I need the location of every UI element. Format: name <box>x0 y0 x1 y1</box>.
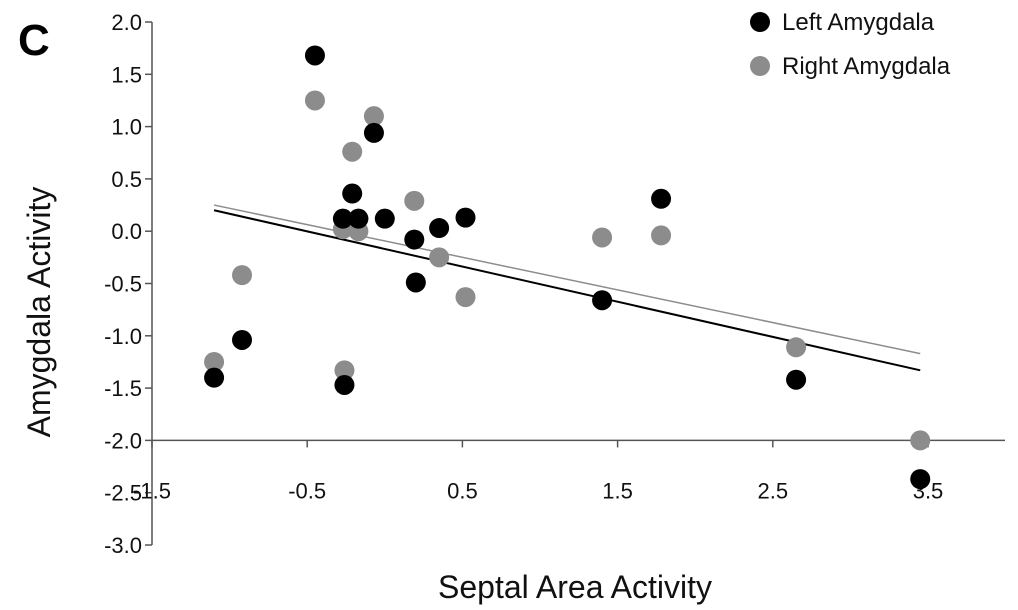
x-tick-label: 0.5 <box>447 478 478 503</box>
point-right-amygdala <box>786 337 807 358</box>
y-tick-label: -0.5 <box>104 272 142 297</box>
y-tick-label: 1.5 <box>111 62 142 87</box>
point-left-amygdala <box>910 469 931 490</box>
point-right-amygdala <box>429 247 450 268</box>
x-tick-label: -0.5 <box>288 478 326 503</box>
y-tick-label: -3.0 <box>104 533 142 558</box>
x-axis-title: Septal Area Activity <box>438 569 712 605</box>
trendline-right-amygdala <box>213 204 921 355</box>
point-right-amygdala <box>363 106 384 127</box>
point-left-amygdala <box>232 329 253 350</box>
y-axis-ticks: 2.0 1.5 1.0 0.5 0.0 -0.5 -1.0 -1.5 -2.0 -2.5 -3.0 <box>104 10 152 558</box>
point-left-amygdala <box>651 188 672 209</box>
y-tick-label: -2.0 <box>104 428 142 453</box>
point-right-amygdala <box>592 227 613 248</box>
point-left-amygdala <box>304 45 325 66</box>
legend-marker-left-amygdala <box>750 12 770 32</box>
point-left-amygdala <box>786 369 807 390</box>
x-tick-label: 1.5 <box>602 478 633 503</box>
legend-label-right-amygdala: Right Amygdala <box>782 53 951 80</box>
point-left-amygdala <box>455 207 476 228</box>
point-left-amygdala <box>363 122 384 143</box>
point-left-amygdala <box>592 290 613 311</box>
point-left-amygdala <box>204 367 225 388</box>
point-right-amygdala <box>342 141 363 162</box>
point-right-amygdala <box>204 351 225 372</box>
x-tick-label: 2.5 <box>758 478 789 503</box>
point-left-amygdala <box>342 183 363 204</box>
point-right-amygdala <box>455 287 476 308</box>
y-axis-title: Amygdala Activity <box>21 187 57 438</box>
data-points <box>204 45 931 490</box>
y-tick-label: 1.0 <box>111 115 142 140</box>
y-tick-label: 2.0 <box>111 10 142 35</box>
point-right-amygdala <box>304 90 325 111</box>
point-left-amygdala <box>405 272 426 293</box>
point-left-amygdala <box>404 229 425 250</box>
y-tick-label: -1.0 <box>104 324 142 349</box>
y-tick-label: -2.5 <box>104 481 142 506</box>
x-axis-ticks: -1.5 -0.5 0.5 1.5 2.5 3.5 <box>133 440 943 503</box>
x-tick-label: -1.5 <box>133 478 171 503</box>
point-left-amygdala <box>332 208 353 229</box>
point-right-amygdala <box>232 265 253 286</box>
point-left-amygdala <box>429 218 450 239</box>
point-right-amygdala <box>910 430 931 451</box>
point-left-amygdala <box>334 374 355 395</box>
trendlines <box>213 204 921 372</box>
y-tick-label: 0.5 <box>111 167 142 192</box>
point-right-amygdala <box>651 225 672 246</box>
legend: Left Amygdala Right Amygdala <box>750 9 951 80</box>
trendline-left-amygdala <box>213 209 921 372</box>
legend-label-left-amygdala: Left Amygdala <box>782 9 935 36</box>
y-tick-label: 0.0 <box>111 219 142 244</box>
point-right-amygdala <box>404 190 425 211</box>
panel-label: C <box>18 16 50 65</box>
point-left-amygdala <box>348 208 369 229</box>
y-tick-label: -1.5 <box>104 376 142 401</box>
point-right-amygdala <box>334 360 355 381</box>
legend-marker-right-amygdala <box>750 56 770 76</box>
point-left-amygdala <box>374 208 395 229</box>
